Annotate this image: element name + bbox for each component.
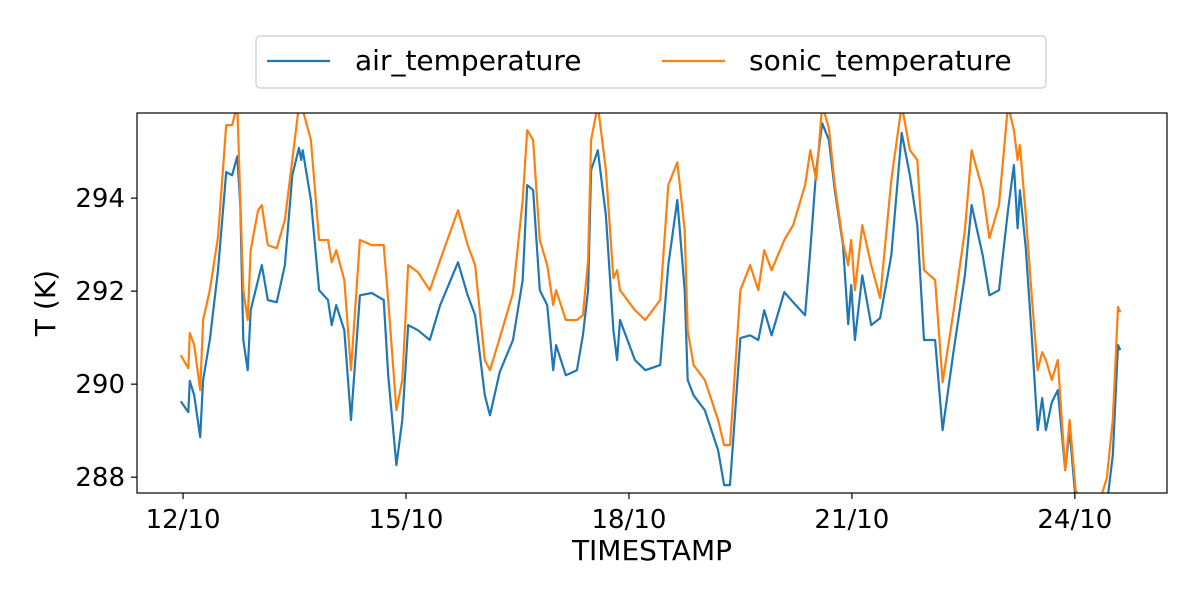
legend-label-air-temperature: air_temperature [355,44,581,77]
x-tick-label: 24/10 [1037,505,1112,535]
x-tick-label: 18/10 [591,505,666,535]
x-tick-label: 15/10 [369,505,444,535]
y-tick-label: 288 [75,463,125,493]
y-tick-label: 294 [75,184,125,214]
y-tick-label: 290 [75,370,125,400]
plot-frame [136,112,1168,494]
plot-area [137,113,1167,493]
x-axis-label: TIMESTAMP [571,534,732,567]
x-tick-label: 21/10 [814,505,889,535]
legend-box [255,35,1047,89]
legend: air_temperature sonic_temperature [255,35,1047,89]
x-tick-label: 12/10 [146,505,221,535]
series-line-sonic-temperature [179,113,1122,493]
y-tick-label: 292 [75,277,125,307]
y-axis-label: T (K) [29,270,62,337]
legend-label-sonic-temperature: sonic_temperature [749,44,1012,77]
series-line-air-temperature [179,122,1122,493]
